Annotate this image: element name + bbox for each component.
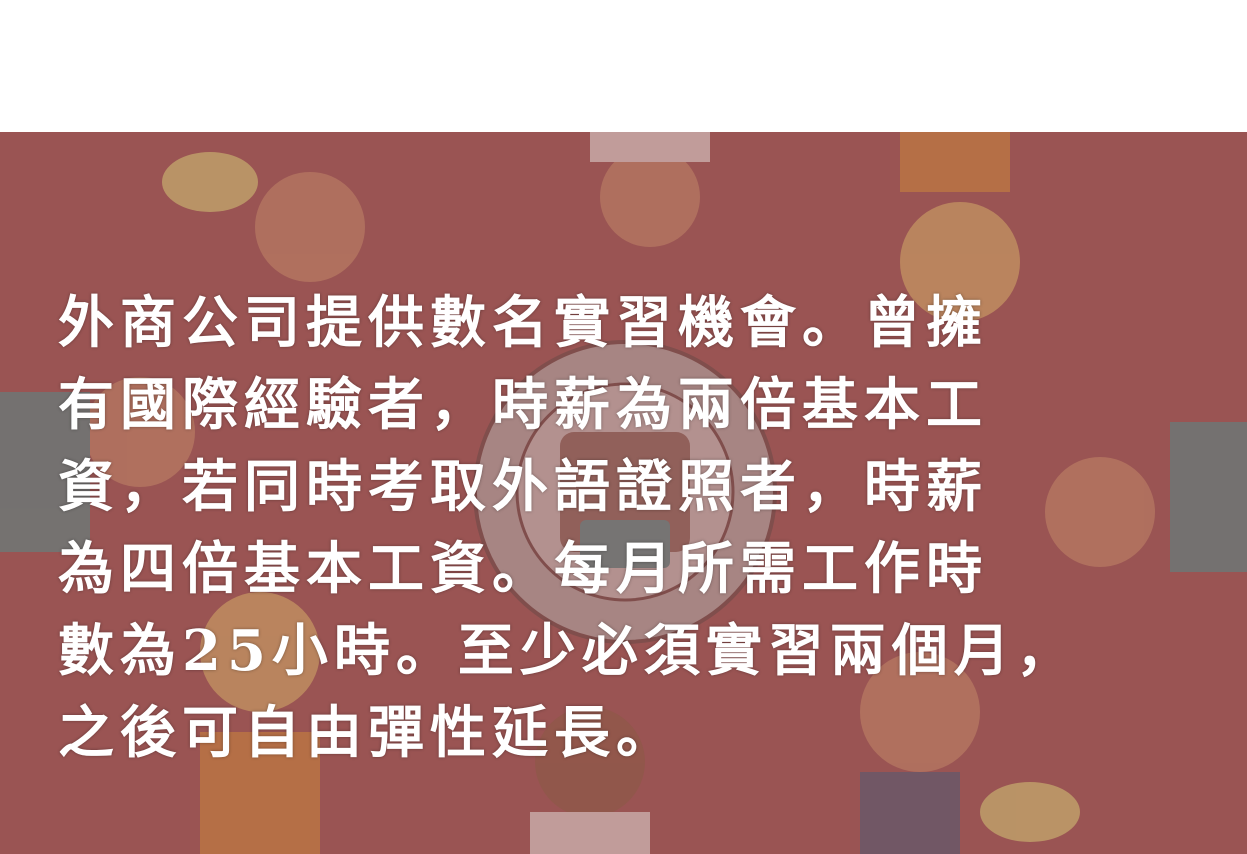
work-badge-icon [473, 340, 777, 644]
caption-line-2: 有國際經驗者，時薪為兩倍基本工 [58, 372, 988, 438]
worker-figure-right [1045, 457, 1155, 567]
caption-line-5: 數為25小時。至少必須實習兩個月， [58, 618, 1078, 684]
illustration-banner: 外商公司提供數名實習機會。曾擁 有國際經驗者，時薪為兩倍基本工 資，若同時考取外… [0, 132, 1247, 854]
worker-figure-left [85, 377, 195, 487]
worker-figure-bottom-left [200, 592, 320, 712]
caption-line-6: 之後可自由彈性延長。 [58, 700, 678, 766]
caption-line-4: 為四倍基本工資。每月所需工作時 [58, 536, 988, 602]
caption-text: 外商公司提供數名實習機會。曾擁 有國際經驗者，時薪為兩倍基本工 資，若同時考取外… [58, 282, 1208, 774]
workers-circle-illustration [0, 132, 1247, 854]
worker-figure-top-left [255, 172, 365, 282]
caption-line-1: 外商公司提供數名實習機會。曾擁 [58, 290, 988, 356]
worker-figure-bottom [535, 707, 645, 817]
worker-figure-bottom-right [860, 652, 980, 772]
pizza-icon [162, 152, 258, 212]
caption-line-3: 資，若同時考取外語證照者，時薪 [58, 454, 988, 520]
worker-figure-top-right [900, 202, 1020, 322]
worker-figure-top [600, 147, 700, 247]
